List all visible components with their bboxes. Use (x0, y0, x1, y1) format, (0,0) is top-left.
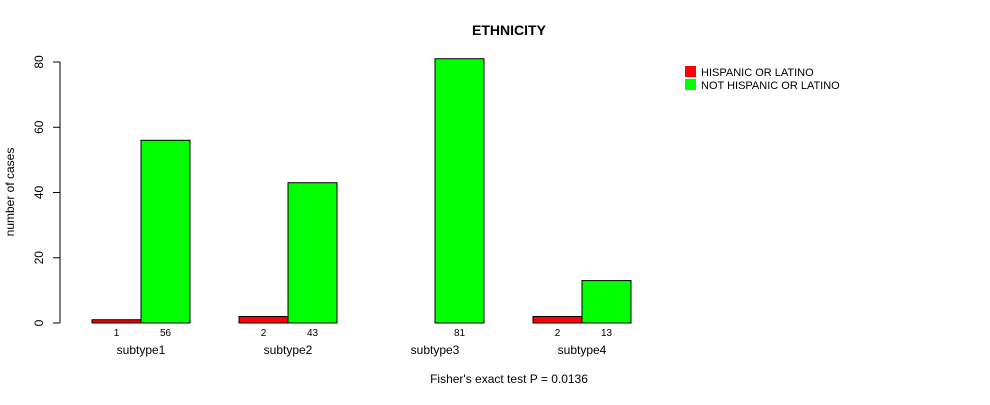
bar-subtype2-hispanic (238, 315, 289, 324)
legend-swatch (685, 79, 696, 90)
legend-swatch (685, 66, 696, 77)
data-label: 1 (114, 328, 120, 339)
x-axis-label: Fisher's exact test P = 0.0136 (430, 372, 588, 386)
data-label: 43 (307, 328, 319, 339)
y-tick-label: 40 (32, 186, 46, 200)
y-tick-label: 60 (32, 120, 46, 134)
y-tick-label: 0 (32, 319, 46, 326)
bar-subtype4-not-hispanic (581, 280, 632, 324)
data-label: 56 (160, 328, 172, 339)
y-tick-label: 80 (32, 55, 46, 69)
x-tick-label: subtype3 (411, 343, 460, 357)
bars: 1 56 subtype1 2 43 subtype2 81 subtype3 2 13 subty… (91, 58, 632, 357)
bar-subtype1-hispanic (91, 319, 142, 324)
data-label: 2 (555, 328, 561, 339)
legend-label: HISPANIC OR LATINO (701, 67, 814, 79)
data-label: 13 (601, 328, 613, 339)
y-axis: 0 20 40 60 80 (32, 55, 61, 326)
bar-subtype1-not-hispanic (140, 139, 191, 324)
bar-subtype2-not-hispanic (287, 182, 338, 324)
data-label: 2 (261, 328, 267, 339)
legend-label: NOT HISPANIC OR LATINO (701, 80, 840, 92)
chart-title: ETHNICITY (472, 22, 547, 38)
y-axis-label: number of cases (3, 148, 17, 237)
bar-subtype3-not-hispanic (434, 58, 485, 324)
bar-subtype4-hispanic (532, 315, 583, 324)
data-label: 81 (454, 328, 466, 339)
x-tick-label: subtype4 (558, 343, 607, 357)
x-tick-label: subtype1 (117, 343, 166, 357)
y-tick-label: 20 (32, 251, 46, 265)
x-tick-label: subtype2 (264, 343, 313, 357)
